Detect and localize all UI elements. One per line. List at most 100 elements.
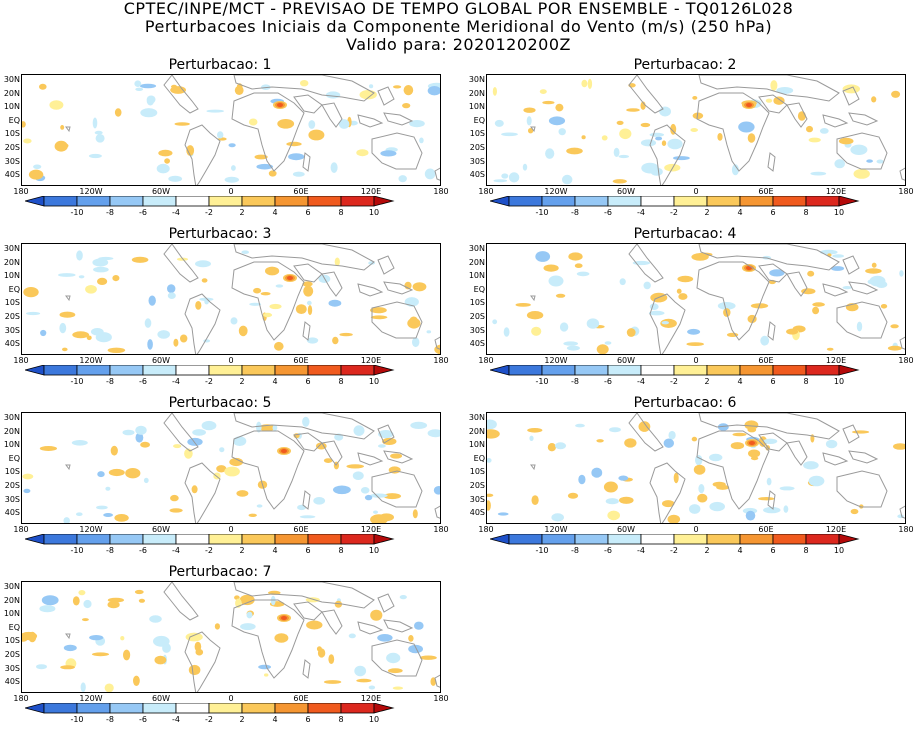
- colorbar-box: [340, 196, 375, 207]
- colorbar-label: 8: [338, 377, 344, 386]
- lon-label: 60E: [758, 525, 774, 534]
- perturbation-contour: [687, 328, 701, 335]
- perturbation-contour: [758, 497, 775, 501]
- lat-label: EQ: [8, 115, 20, 125]
- perturbation-contour: [54, 140, 68, 152]
- perturbation-contour: [92, 258, 109, 267]
- coastline: [163, 582, 199, 621]
- lon-label: 180: [898, 187, 914, 196]
- lon-label: 180: [433, 525, 449, 534]
- colorbar-label: -2: [205, 715, 213, 724]
- colorbar-low-end: [490, 365, 510, 376]
- colorbar-label: -10: [535, 546, 549, 555]
- coastline: [842, 255, 860, 275]
- perturbation-contour: [214, 623, 220, 630]
- perturbation-contour: [808, 137, 821, 143]
- colorbar-box: [208, 703, 243, 714]
- lon-label: 120E: [825, 187, 847, 196]
- perturbation-contour: [668, 430, 676, 440]
- colorbar-label: 2: [704, 377, 710, 386]
- colorbar-box: [241, 703, 276, 714]
- colorbar-box: [43, 534, 78, 545]
- lat-label: EQ: [473, 284, 485, 294]
- colorbar: [25, 703, 395, 714]
- perturbation-contour: [393, 85, 402, 89]
- perturbation-contour: [803, 461, 819, 470]
- panel-title: Perturbacao: 6: [633, 395, 737, 411]
- coastline: [371, 470, 423, 508]
- lat-label: EQ: [8, 622, 20, 632]
- lat-label: 30N: [468, 244, 485, 253]
- lon-label: 120E: [360, 694, 382, 703]
- perturbation-contour: [39, 83, 47, 90]
- colorbar-label: 10: [833, 546, 845, 555]
- coastline: [434, 674, 440, 688]
- perturbation-contour: [269, 303, 282, 310]
- perturbation-contour: [522, 163, 528, 171]
- coastline: [357, 114, 384, 128]
- perturbation-contour: [677, 275, 694, 283]
- perturbation-contour: [85, 285, 97, 294]
- lat-label: 10S: [469, 298, 485, 308]
- coastline: [302, 152, 311, 172]
- colorbar-box: [307, 365, 342, 376]
- perturbation-contour: [380, 150, 397, 157]
- perturbation-contour: [554, 442, 567, 450]
- perturbation-contour: [730, 442, 745, 450]
- lon-label: 120E: [360, 356, 382, 365]
- perturbation-contour: [880, 304, 888, 309]
- coastline: [758, 263, 788, 283]
- perturbation-contour: [766, 477, 772, 486]
- colorbar-label: 6: [305, 208, 311, 217]
- perturbation-contour: [548, 116, 566, 126]
- lat-label: 10S: [469, 129, 485, 139]
- perturbation-contour: [678, 293, 688, 300]
- coastline: [530, 464, 536, 471]
- perturbation-contour: [693, 464, 706, 475]
- perturbation-contour: [114, 514, 129, 522]
- perturbation-contour: [195, 301, 202, 310]
- lat-label: 10N: [468, 440, 485, 450]
- perturbation-contour: [334, 257, 340, 267]
- colorbar-low-end: [490, 196, 510, 207]
- perturbation-contour: [274, 633, 289, 643]
- perturbation-contour: [228, 143, 236, 148]
- perturbation-contour: [370, 609, 383, 621]
- perturbation-contour: [233, 436, 247, 446]
- map-area: [21, 243, 441, 355]
- lat-label: 10S: [469, 467, 485, 477]
- perturbation-contour: [640, 122, 651, 128]
- perturbation-contour: [256, 163, 273, 170]
- perturbation-contour: [871, 262, 877, 268]
- perturbation-contour: [360, 487, 370, 494]
- perturbation-contour: [893, 443, 905, 450]
- perturbation-core: [277, 103, 283, 107]
- perturbation-contour: [138, 598, 145, 603]
- coastline: [383, 619, 414, 633]
- lat-label: 40S: [469, 339, 485, 349]
- perturbation-contour: [692, 112, 704, 120]
- wind-perturbation-map: [487, 413, 905, 523]
- lon-label: 120W: [79, 525, 103, 534]
- perturbation-contour: [528, 128, 534, 134]
- perturbation-contour: [174, 122, 190, 126]
- colorbar-box: [76, 534, 111, 545]
- colorbar-box: [340, 703, 375, 714]
- lat-label: 20N: [3, 257, 20, 267]
- perturbation-contour: [586, 318, 600, 329]
- perturbation-contour: [258, 664, 271, 670]
- colorbar-box: [508, 534, 543, 545]
- perturbation-contour: [316, 646, 322, 652]
- perturbation-contour: [581, 135, 586, 140]
- perturbation-contour: [254, 154, 268, 160]
- lat-label: 30S: [4, 156, 20, 166]
- perturbation-contour: [78, 590, 86, 596]
- perturbation-contour: [308, 120, 316, 129]
- colorbar-high-end: [838, 365, 860, 376]
- perturbation-contour: [717, 423, 729, 431]
- coastline: [434, 336, 440, 350]
- perturbation-contour: [773, 96, 785, 105]
- perturbation-contour: [60, 665, 75, 670]
- perturbation-contour: [39, 605, 56, 613]
- map-area: [21, 581, 441, 693]
